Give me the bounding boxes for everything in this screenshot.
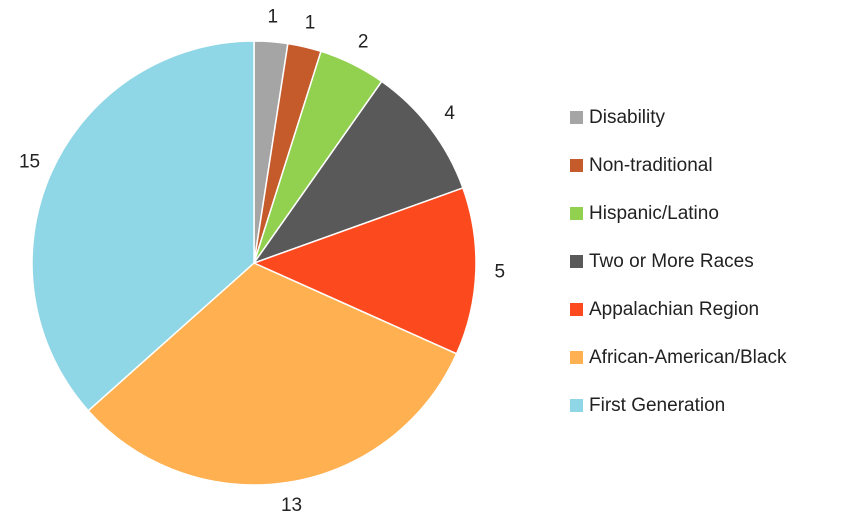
legend-label: Disability	[589, 107, 666, 128]
legend-label: First Generation	[589, 395, 725, 416]
pie-slice	[31, 40, 255, 412]
data-label: 13	[281, 495, 302, 516]
legend-swatch	[570, 399, 583, 412]
legend-swatch	[570, 159, 583, 172]
legend-swatch	[570, 351, 583, 364]
legend-label: Hispanic/Latino	[589, 203, 719, 224]
legend-label: Non-traditional	[589, 155, 713, 176]
data-label: 4	[444, 103, 455, 124]
legend-label: Two or More Races	[589, 251, 754, 272]
data-label: 2	[358, 32, 369, 53]
legend-swatch	[570, 111, 583, 124]
legend-swatch	[570, 303, 583, 316]
pie-slice	[252, 80, 464, 265]
data-label: 1	[305, 12, 316, 33]
legend-label: Appalachian Region	[589, 299, 759, 320]
pie-slice	[87, 262, 458, 486]
pie-slice	[251, 187, 477, 355]
data-label: 1	[268, 7, 279, 28]
data-label: 5	[495, 261, 506, 282]
legend-label: African-American/Black	[589, 347, 787, 368]
data-label: 15	[19, 151, 40, 172]
legend-swatch	[570, 207, 583, 220]
legend-swatch	[570, 255, 583, 268]
